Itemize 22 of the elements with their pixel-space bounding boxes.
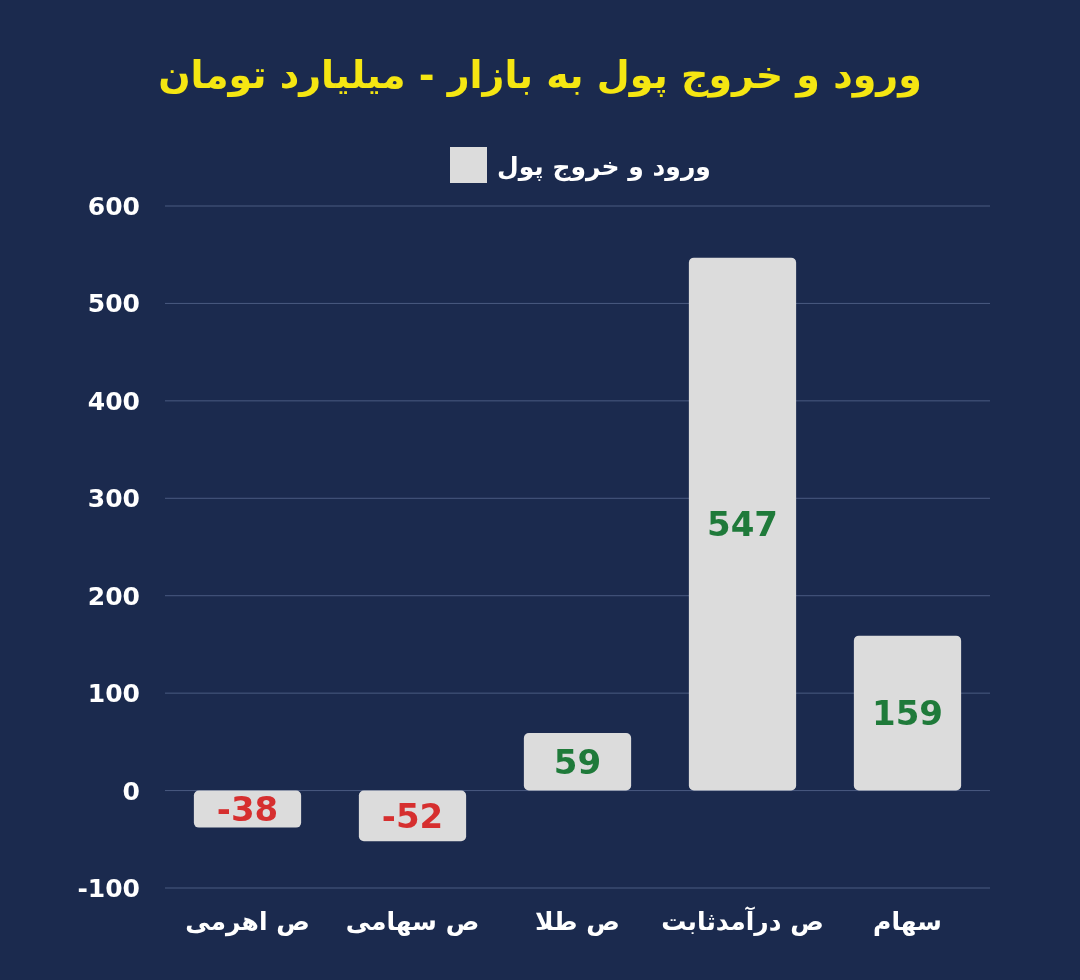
- x-tick-label: ص طلا: [535, 907, 620, 936]
- data-label: -52: [381, 795, 444, 836]
- x-tick-label: ص درآمدثابت: [661, 906, 824, 936]
- data-label: 547: [707, 504, 778, 545]
- y-tick-label: 300: [87, 484, 140, 514]
- y-tick-label: 500: [87, 289, 140, 319]
- y-tick-label: -100: [77, 874, 140, 903]
- legend-label: ورود و خروج پول: [497, 152, 711, 182]
- x-tick-label: ص اهرمی: [185, 907, 310, 937]
- x-tick-label: ص سهامی: [345, 907, 480, 937]
- y-tick-label: 200: [87, 581, 140, 611]
- data-label: 159: [872, 693, 943, 734]
- chart-title: ورود و خروج پول به بازار - میلیارد تومان: [158, 53, 922, 98]
- y-tick-label: 400: [87, 386, 140, 416]
- y-tick-label: 600: [87, 192, 140, 221]
- x-tick-label: سهام: [873, 907, 942, 937]
- bar: [688, 257, 797, 791]
- y-tick-label: 0: [122, 776, 140, 806]
- bar: [853, 635, 962, 791]
- data-label: 59: [553, 741, 602, 782]
- data-label: -38: [216, 789, 279, 830]
- y-tick-label: 100: [87, 679, 140, 709]
